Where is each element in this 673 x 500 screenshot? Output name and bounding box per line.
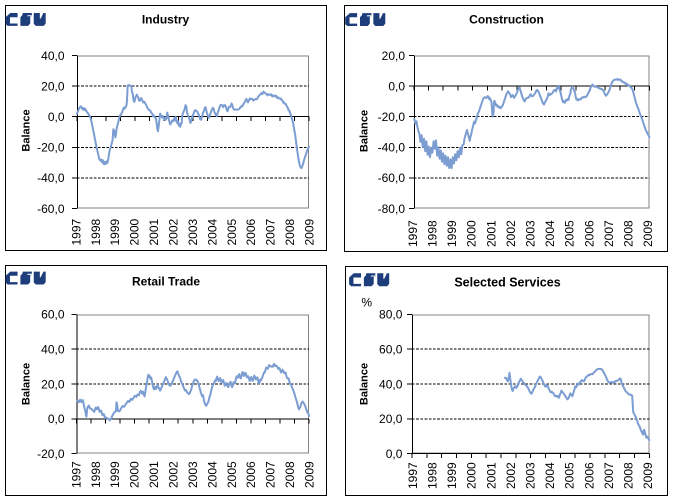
svg-text:2001: 2001: [147, 461, 161, 488]
svg-text:1999: 1999: [445, 462, 459, 489]
svg-text:0,0: 0,0: [386, 447, 403, 461]
svg-text:2009: 2009: [302, 218, 316, 245]
svg-text:%: %: [361, 296, 372, 310]
svg-text:1999: 1999: [108, 218, 122, 245]
svg-text:2008: 2008: [283, 218, 297, 245]
svg-text:2000: 2000: [465, 462, 479, 489]
svg-text:40,0: 40,0: [41, 49, 65, 63]
svg-text:Balance: Balance: [359, 363, 371, 405]
svg-text:2001: 2001: [147, 218, 161, 245]
svg-text:2009: 2009: [641, 462, 655, 489]
svg-text:-40,0: -40,0: [378, 141, 406, 155]
svg-text:2008: 2008: [622, 220, 636, 247]
svg-text:80,0: 80,0: [379, 308, 403, 322]
svg-text:2003: 2003: [524, 462, 538, 489]
svg-text:20,0: 20,0: [379, 412, 403, 426]
svg-text:1997: 1997: [406, 462, 420, 489]
svg-text:40,0: 40,0: [41, 343, 65, 357]
svg-text:2009: 2009: [302, 461, 316, 488]
svg-text:20,0: 20,0: [382, 49, 406, 63]
svg-text:2001: 2001: [484, 220, 498, 247]
svg-text:60,0: 60,0: [41, 308, 65, 322]
svg-text:2003: 2003: [186, 461, 200, 488]
svg-text:1998: 1998: [89, 218, 103, 245]
svg-text:0,0: 0,0: [388, 79, 405, 93]
svg-text:2005: 2005: [225, 218, 239, 245]
svg-text:Balance: Balance: [21, 109, 33, 151]
svg-text:Industry: Industry: [142, 13, 190, 27]
svg-text:2002: 2002: [167, 461, 181, 488]
svg-text:2000: 2000: [128, 461, 142, 488]
svg-text:2003: 2003: [524, 220, 538, 247]
svg-text:2000: 2000: [128, 218, 142, 245]
svg-text:40,0: 40,0: [379, 377, 403, 391]
svg-text:2006: 2006: [582, 220, 596, 247]
svg-text:2004: 2004: [543, 220, 557, 247]
svg-text:-20,0: -20,0: [37, 447, 65, 461]
svg-text:-80,0: -80,0: [378, 202, 406, 216]
svg-text:2000: 2000: [465, 220, 479, 247]
svg-text:-60,0: -60,0: [37, 202, 65, 216]
svg-text:20,0: 20,0: [41, 377, 65, 391]
svg-text:2002: 2002: [504, 462, 518, 489]
svg-text:1997: 1997: [69, 218, 83, 245]
svg-text:1997: 1997: [69, 461, 83, 488]
svg-text:-40,0: -40,0: [37, 171, 65, 185]
svg-text:2005: 2005: [563, 220, 577, 247]
svg-text:20,0: 20,0: [41, 79, 65, 93]
svg-text:2002: 2002: [167, 218, 181, 245]
svg-text:1999: 1999: [108, 461, 122, 488]
svg-text:2007: 2007: [264, 218, 278, 245]
svg-text:2006: 2006: [244, 461, 258, 488]
svg-text:2004: 2004: [205, 218, 219, 245]
svg-text:2008: 2008: [622, 462, 636, 489]
svg-text:-20,0: -20,0: [378, 110, 406, 124]
svg-text:2006: 2006: [582, 462, 596, 489]
svg-text:2007: 2007: [602, 220, 616, 247]
svg-text:60,0: 60,0: [379, 343, 403, 357]
svg-text:2003: 2003: [186, 218, 200, 245]
svg-text:-20,0: -20,0: [37, 141, 65, 155]
svg-text:Balance: Balance: [359, 110, 371, 152]
svg-text:Construction: Construction: [469, 13, 544, 27]
svg-text:Selected Services: Selected Services: [454, 275, 560, 289]
svg-text:2004: 2004: [543, 462, 557, 489]
svg-text:1997: 1997: [406, 220, 420, 247]
svg-text:Balance: Balance: [21, 363, 33, 405]
svg-text:2007: 2007: [264, 461, 278, 488]
svg-text:2007: 2007: [602, 462, 616, 489]
svg-text:2009: 2009: [641, 220, 655, 247]
svg-text:2005: 2005: [563, 462, 577, 489]
svg-text:2002: 2002: [504, 220, 518, 247]
svg-text:2001: 2001: [484, 462, 498, 489]
svg-text:2004: 2004: [205, 461, 219, 488]
svg-text:2005: 2005: [225, 461, 239, 488]
svg-text:2006: 2006: [244, 218, 258, 245]
svg-text:Retail Trade: Retail Trade: [132, 275, 200, 289]
svg-text:2008: 2008: [283, 461, 297, 488]
svg-text:1998: 1998: [426, 220, 440, 247]
svg-text:1998: 1998: [426, 462, 440, 489]
svg-text:1998: 1998: [89, 461, 103, 488]
svg-text:0,0: 0,0: [48, 412, 65, 426]
svg-text:-60,0: -60,0: [378, 171, 406, 185]
svg-text:0,0: 0,0: [48, 110, 65, 124]
svg-text:1999: 1999: [445, 220, 459, 247]
